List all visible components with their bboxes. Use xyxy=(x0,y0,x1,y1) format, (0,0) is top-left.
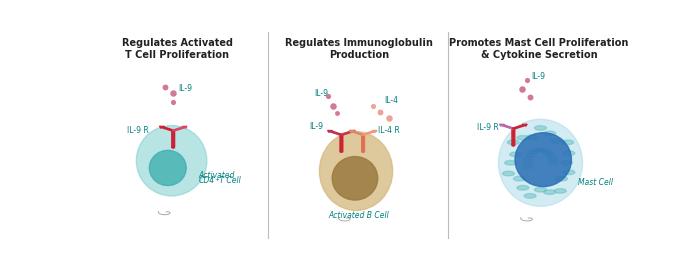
FancyArrow shape xyxy=(328,130,342,135)
Circle shape xyxy=(513,176,526,181)
Text: +: + xyxy=(214,177,218,182)
Ellipse shape xyxy=(149,150,186,186)
FancyArrow shape xyxy=(172,126,187,131)
Circle shape xyxy=(526,135,538,139)
Circle shape xyxy=(524,165,533,169)
Text: IL-9: IL-9 xyxy=(309,122,323,131)
Text: Promotes Mast Cell Proliferation
& Cytokine Secretion: Promotes Mast Cell Proliferation & Cytok… xyxy=(449,38,629,60)
Text: Activated: Activated xyxy=(199,171,235,180)
Point xyxy=(332,111,343,115)
Circle shape xyxy=(535,187,547,192)
Circle shape xyxy=(548,161,558,165)
Ellipse shape xyxy=(498,119,582,206)
Text: IL-9 R: IL-9 R xyxy=(477,123,499,132)
Text: IL-9 R: IL-9 R xyxy=(127,126,148,135)
FancyArrow shape xyxy=(340,135,343,153)
Circle shape xyxy=(543,150,553,154)
Ellipse shape xyxy=(332,157,378,200)
Ellipse shape xyxy=(136,126,207,196)
Circle shape xyxy=(517,186,529,190)
FancyArrow shape xyxy=(361,135,365,153)
Circle shape xyxy=(544,190,556,194)
Circle shape xyxy=(547,157,557,161)
Circle shape xyxy=(503,171,514,176)
Point xyxy=(524,95,536,99)
Text: IL-9: IL-9 xyxy=(531,72,545,81)
Circle shape xyxy=(524,157,533,161)
Circle shape xyxy=(535,126,547,130)
Circle shape xyxy=(544,131,556,136)
Point xyxy=(167,100,178,104)
Point xyxy=(322,94,333,99)
Point xyxy=(383,115,394,120)
Circle shape xyxy=(508,140,519,145)
FancyArrow shape xyxy=(500,124,514,129)
Circle shape xyxy=(526,153,536,157)
Circle shape xyxy=(550,139,562,143)
FancyArrow shape xyxy=(160,126,174,131)
Circle shape xyxy=(524,194,536,198)
Text: IL-9: IL-9 xyxy=(314,89,328,98)
Text: IL-4 R: IL-4 R xyxy=(378,126,400,135)
FancyArrow shape xyxy=(362,130,377,135)
FancyArrow shape xyxy=(512,124,527,129)
FancyArrow shape xyxy=(340,130,355,135)
FancyArrow shape xyxy=(512,129,515,146)
Text: Activated B Cell: Activated B Cell xyxy=(328,211,389,220)
Point xyxy=(167,91,178,95)
Text: IL-4: IL-4 xyxy=(384,96,398,105)
Circle shape xyxy=(554,189,566,193)
Circle shape xyxy=(505,161,517,165)
Point xyxy=(160,85,171,89)
Circle shape xyxy=(546,153,556,157)
Text: T Cell: T Cell xyxy=(216,176,240,185)
Point xyxy=(522,78,533,82)
Point xyxy=(328,104,339,108)
Circle shape xyxy=(563,151,575,155)
Circle shape xyxy=(517,136,529,140)
Point xyxy=(375,110,386,114)
Text: Regulates Activated
T Cell Proliferation: Regulates Activated T Cell Proliferation xyxy=(122,38,232,60)
Circle shape xyxy=(528,150,538,154)
Point xyxy=(516,87,527,91)
Ellipse shape xyxy=(515,133,571,187)
Circle shape xyxy=(532,148,542,152)
Text: CD4: CD4 xyxy=(199,176,215,185)
Circle shape xyxy=(556,176,568,181)
Circle shape xyxy=(561,140,574,145)
Point xyxy=(368,104,379,108)
Circle shape xyxy=(510,152,522,157)
FancyArrow shape xyxy=(349,130,364,135)
Circle shape xyxy=(563,170,575,175)
Circle shape xyxy=(536,148,545,152)
Circle shape xyxy=(561,161,573,165)
Text: Regulates Immunoglobulin
Production: Regulates Immunoglobulin Production xyxy=(285,38,433,60)
FancyArrow shape xyxy=(172,131,175,148)
Circle shape xyxy=(523,161,533,165)
Text: Mast Cell: Mast Cell xyxy=(578,178,613,187)
Text: IL-9: IL-9 xyxy=(178,84,192,93)
Circle shape xyxy=(540,148,550,152)
Ellipse shape xyxy=(319,132,393,210)
